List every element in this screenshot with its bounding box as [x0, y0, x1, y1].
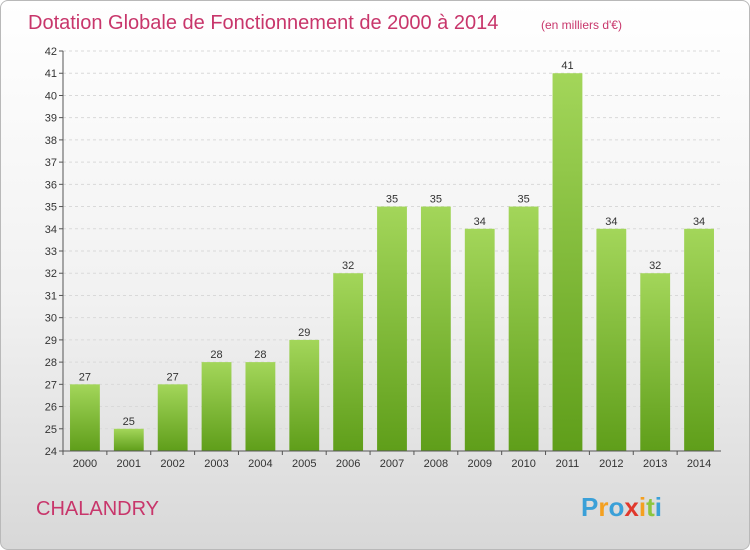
bar-2010 — [508, 206, 539, 451]
value-label: 34 — [474, 216, 486, 228]
x-tick-label: 2011 — [556, 458, 580, 470]
bar-2013 — [640, 273, 671, 451]
y-tick-label: 33 — [45, 246, 57, 258]
value-label: 32 — [649, 260, 661, 272]
y-tick-label: 32 — [45, 268, 57, 280]
y-tick-label: 41 — [45, 68, 57, 80]
x-tick-label: 2013 — [643, 458, 667, 470]
x-tick-label: 2005 — [292, 458, 316, 470]
bar-2005 — [289, 339, 320, 451]
y-tick-label: 27 — [45, 379, 57, 391]
town-name: CHALANDRY — [36, 498, 159, 520]
y-axis: 24 25 26 27 28 29 30 31 32 33 34 35 36 37 38 39 40 41 42 — [45, 46, 64, 458]
bar-2012 — [596, 228, 627, 451]
y-tick-label: 35 — [45, 202, 57, 214]
value-label: 34 — [605, 216, 617, 228]
value-label: 34 — [693, 216, 705, 228]
y-tick-label: 34 — [45, 224, 57, 236]
x-tick-label: 2004 — [248, 458, 272, 470]
value-label: 27 — [167, 371, 179, 383]
y-tick-label: 28 — [45, 357, 57, 369]
y-tick-label: 29 — [45, 335, 57, 347]
x-tick-label: 2014 — [687, 458, 711, 470]
value-label: 35 — [517, 194, 529, 206]
x-tick-label: 2008 — [424, 458, 448, 470]
y-tick-label: 37 — [45, 157, 57, 169]
y-tick-label: 30 — [45, 313, 57, 325]
proxiti-logo: Proxiti — [581, 492, 662, 522]
x-tick-label: 2010 — [511, 458, 535, 470]
value-label: 35 — [386, 194, 398, 206]
y-tick-label: 26 — [45, 402, 57, 414]
x-tick-label: 2009 — [467, 458, 491, 470]
x-tick-label: 2007 — [380, 458, 404, 470]
y-tick-label: 24 — [45, 446, 57, 458]
x-tick-label: 2012 — [599, 458, 623, 470]
bar-2004 — [245, 362, 276, 451]
bar-2000 — [70, 384, 100, 451]
x-tick-label: 2006 — [336, 458, 360, 470]
x-axis: 2000 2001 2002 2003 2004 2005 2006 2007 2008 2009… — [62, 450, 721, 470]
y-tick-label: 38 — [45, 135, 57, 147]
y-tick-label: 42 — [45, 46, 57, 58]
value-label: 32 — [342, 260, 354, 272]
bar-2001 — [113, 428, 144, 451]
bar-2007 — [377, 206, 407, 451]
y-tick-label: 25 — [45, 424, 57, 436]
value-label: 28 — [210, 349, 222, 361]
chart-subtitle: (en milliers d'€) — [541, 18, 622, 32]
value-label: 25 — [123, 416, 135, 428]
bars: 27 25 27 28 28 29 32 35 35 34 35 41 34 32 34 — [70, 60, 714, 451]
y-tick-label: 40 — [45, 90, 57, 102]
bar-2008 — [420, 206, 451, 451]
bar-2011 — [552, 73, 583, 451]
x-tick-label: 2003 — [204, 458, 228, 470]
bar-2006 — [333, 273, 364, 451]
value-label: 41 — [561, 60, 573, 72]
bar-2014 — [684, 228, 714, 451]
x-tick-label: 2002 — [160, 458, 184, 470]
bar-2003 — [201, 362, 232, 451]
x-tick-label: 2000 — [73, 458, 97, 470]
value-label: 28 — [254, 349, 266, 361]
y-tick-label: 36 — [45, 179, 57, 191]
bar-2009 — [464, 228, 495, 451]
chart-title: Dotation Globale de Fonctionnement de 20… — [28, 12, 498, 34]
bar-2002 — [157, 384, 188, 451]
value-label: 29 — [298, 327, 310, 339]
y-tick-label: 31 — [45, 290, 57, 302]
y-tick-label: 39 — [45, 113, 57, 125]
value-label: 27 — [79, 371, 91, 383]
x-tick-label: 2001 — [117, 458, 141, 470]
value-label: 35 — [430, 194, 442, 206]
